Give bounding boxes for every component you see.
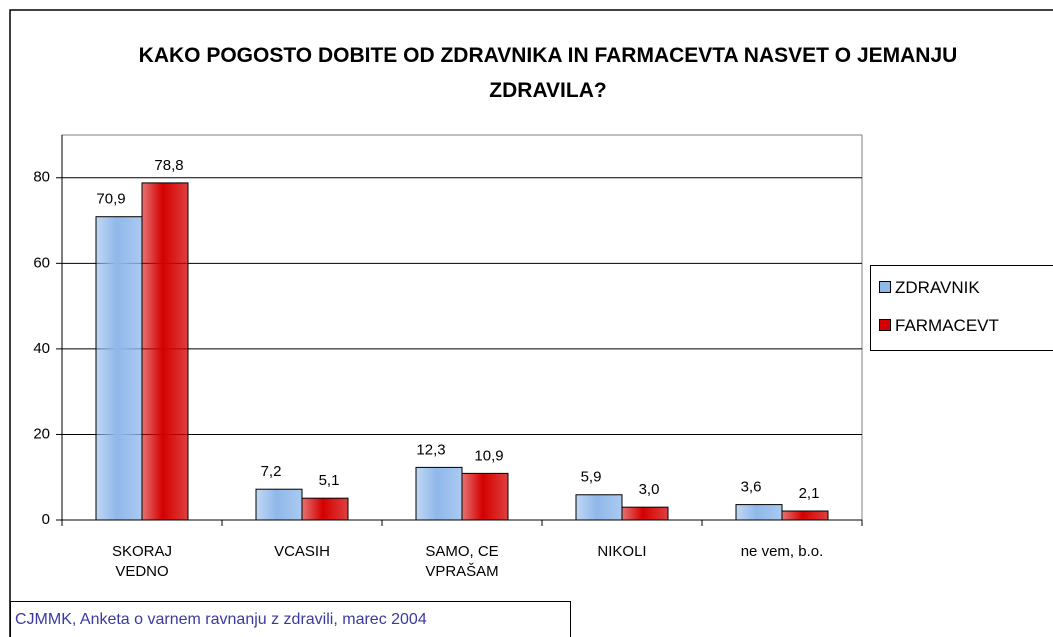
bar [781,510,829,521]
chart-title: KAKO POGOSTO DOBITE OD ZDRAVNIKA IN FARM… [138,44,958,102]
data-label: 10,9 [474,447,503,464]
y-tick-label: 60 [33,254,50,271]
legend-swatch [879,319,891,331]
x-tick-label: VCASIH [274,543,330,560]
data-label: 5,9 [581,469,602,486]
data-label: 3,6 [741,479,762,496]
bar [415,466,463,521]
source-note: CJMMK, Anketa o varnem ravnanju z zdravi… [10,601,571,637]
legend: ZDRAVNIK FARMACEVT [870,265,1053,351]
data-label: 78,8 [154,157,183,174]
legend-item: FARMACEVT [879,316,999,336]
x-tick-label: NIKOLI [597,543,647,560]
bar [301,497,349,521]
data-label: 2,1 [799,485,820,502]
y-tick-label: 20 [33,425,50,442]
x-tick-label: SAMO, CE VPRAŠAM [425,543,499,580]
legend-label: ZDRAVNIK [895,278,980,297]
bar [255,488,303,521]
y-tick-label: 40 [33,340,50,357]
x-tick-label: SKORAJ VEDNO [111,543,172,580]
bar [621,506,669,521]
bar [735,504,783,521]
data-label: 3,0 [639,481,660,498]
data-label: 5,1 [319,472,340,489]
x-tick-label: ne vem, b.o. [740,543,824,560]
data-label: 70,9 [96,191,125,208]
chart-border [9,9,1053,637]
legend-label: FARMACEVT [895,316,999,335]
bar [575,494,623,521]
legend-swatch [879,281,891,293]
y-tick-label: 80 [33,169,50,186]
bar [141,182,189,521]
legend-item: ZDRAVNIK [879,278,980,298]
data-label: 12,3 [416,441,445,458]
y-tick-label: 0 [42,511,50,528]
data-label: 7,2 [261,463,282,480]
bar [95,216,143,521]
bar [461,472,509,521]
